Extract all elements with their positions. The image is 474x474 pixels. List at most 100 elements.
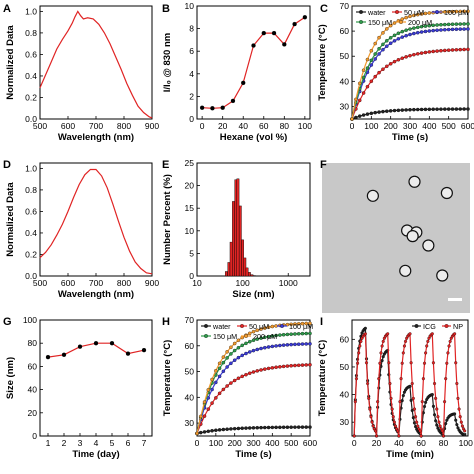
data-point: [368, 407, 372, 411]
data-point: [460, 424, 464, 428]
y-tick-label: 30: [340, 101, 350, 111]
data-point: [421, 377, 425, 381]
panel-letter-e: E: [162, 159, 169, 171]
panel-h: 0 100 200 300 400 500 600 30 40 50 60 70 Time (s) Tem…: [162, 315, 317, 460]
x-tick-label: 900: [145, 121, 159, 131]
x-axis-label: Size (nm): [232, 289, 274, 300]
data-point: [388, 23, 393, 28]
data-point: [420, 400, 424, 404]
data-point: [466, 27, 470, 31]
data-point: [236, 338, 241, 343]
heating-curve: [351, 23, 468, 120]
data-point: [281, 332, 286, 337]
data-point: [214, 396, 218, 400]
data-point: [463, 433, 467, 437]
data-point: [221, 387, 226, 392]
data-point: [230, 98, 236, 104]
data-point: [462, 47, 466, 52]
data-point: [229, 381, 233, 385]
histogram-bar: [224, 271, 228, 277]
data-point: [462, 107, 466, 111]
heating-curve: [351, 28, 468, 120]
data-point: [373, 52, 377, 56]
data-point: [214, 369, 218, 373]
x-tick-label: 200: [228, 438, 242, 448]
data-point: [419, 30, 424, 34]
data-point: [435, 49, 439, 53]
data-point: [431, 28, 435, 33]
x-tick-label: 700: [89, 121, 103, 131]
series-line: [39, 168, 153, 275]
data-point: [285, 332, 290, 337]
data-point: [380, 359, 384, 363]
legend-marker: [395, 10, 399, 14]
data-point: [292, 21, 297, 27]
data-point: [210, 429, 214, 433]
x-tick-label: 0: [200, 121, 205, 131]
data-point: [202, 414, 207, 418]
data-point: [255, 328, 260, 333]
legend-label: 200 μM: [253, 332, 277, 341]
data-point: [353, 400, 357, 404]
data-point: [361, 75, 366, 80]
histogram-bar: [243, 257, 247, 277]
data-point: [427, 11, 432, 15]
data-point: [251, 43, 256, 48]
data-point: [436, 415, 440, 419]
data-point: [199, 105, 205, 110]
x-tick-label: 100: [364, 121, 378, 131]
data-point: [251, 370, 256, 374]
data-point: [466, 107, 470, 111]
data-point: [367, 396, 371, 400]
data-point: [453, 332, 457, 336]
data-point: [359, 339, 363, 343]
data-point: [450, 22, 455, 27]
x-tick-label: 500: [33, 121, 47, 131]
data-point: [369, 63, 374, 67]
data-point: [270, 366, 275, 370]
data-point: [444, 377, 448, 381]
data-point: [266, 325, 271, 329]
data-point: [455, 381, 459, 386]
y-axis-label: Size (nm): [5, 357, 16, 399]
data-point: [285, 425, 290, 429]
histogram-bar: [238, 205, 242, 277]
heating-curve: [196, 332, 311, 434]
x-tick-label: 600: [61, 121, 75, 131]
x-tick-label: 80: [280, 121, 290, 131]
data-point: [463, 429, 467, 433]
data-point: [293, 332, 297, 336]
y-tick-label: 20: [185, 181, 195, 191]
x-tick-label: 3: [78, 438, 83, 448]
data-point: [251, 338, 256, 343]
data-point: [206, 407, 211, 411]
data-point: [391, 415, 395, 419]
panel-letter-c: C: [320, 3, 328, 15]
data-point: [373, 429, 377, 433]
data-point: [427, 50, 432, 54]
data-point: [125, 351, 131, 356]
data-point: [308, 342, 312, 346]
data-point: [247, 350, 252, 354]
data-point: [434, 396, 438, 400]
data-point: [392, 21, 397, 25]
data-point: [378, 361, 382, 365]
data-point: [354, 97, 358, 102]
x-tick-label: 40: [394, 438, 404, 448]
y-tick-label: 0.2: [25, 92, 37, 102]
data-point: [232, 358, 237, 362]
data-point: [440, 429, 444, 433]
y-tick-label: 10: [185, 226, 195, 236]
x-tick-label: 100: [209, 438, 223, 448]
x-tick-label: 800: [117, 278, 131, 288]
data-point: [398, 400, 402, 404]
panel-letter-g: G: [3, 316, 12, 328]
data-point: [77, 344, 83, 349]
data-point: [408, 14, 412, 19]
data-point: [409, 361, 413, 365]
data-point: [293, 322, 297, 326]
data-point: [270, 425, 275, 430]
panel-g: 1 2 3 4 5 6 7 0 20 40 60 80 100 Time (day) Size (nm): [5, 315, 153, 460]
data-point: [444, 422, 448, 426]
